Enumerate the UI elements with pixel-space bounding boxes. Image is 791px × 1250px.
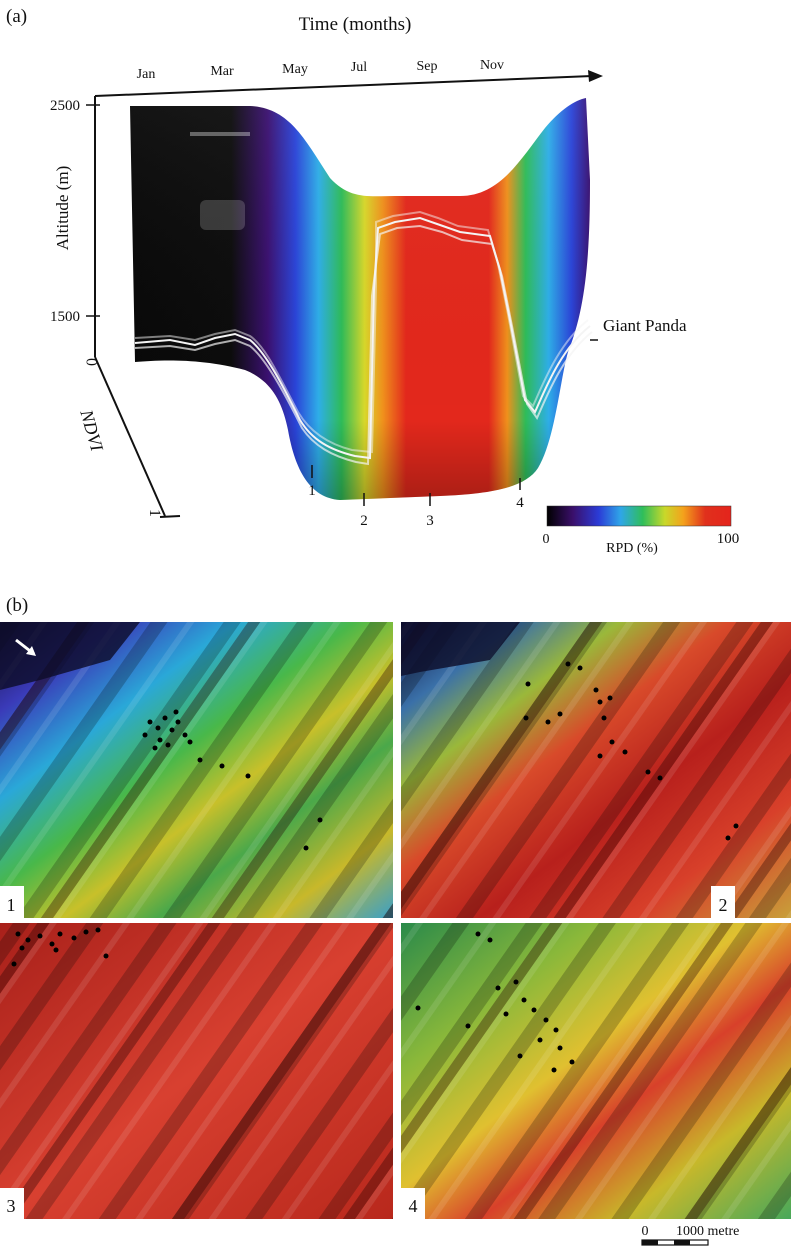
panel-b-label: (b): [6, 595, 28, 616]
colorbar-min-label: 0: [543, 532, 550, 547]
month-label: Mar: [210, 64, 234, 79]
trajectory-line: [134, 210, 589, 454]
ndvi-axis-line: [94, 356, 166, 517]
time-axis-title: Time (months): [299, 14, 412, 35]
series-label: Giant Panda: [603, 316, 687, 335]
colorbar-max-label: 100: [717, 531, 740, 547]
ndvi-tick: [159, 515, 181, 518]
panda-locations: [415, 931, 575, 1073]
north-arrow-icon: [15, 638, 36, 656]
scale-bar-segment: [642, 1240, 658, 1245]
month-label: Sep: [417, 59, 438, 74]
map-label-box: [401, 1188, 425, 1219]
marker-label: 4: [516, 495, 524, 511]
map-label: 3: [7, 1196, 16, 1216]
month-label: Jan: [137, 67, 156, 82]
dark-region: [401, 622, 520, 676]
scale-bar-segment: [674, 1240, 690, 1245]
map-panel-2: 2: [401, 622, 791, 918]
month-label: Jul: [351, 60, 367, 75]
panel-b: (b) 1: [0, 595, 791, 1246]
terrain-valleys: [401, 923, 791, 1219]
map-label: 4: [409, 1196, 418, 1216]
panda-locations: [142, 709, 323, 851]
map-panel-4: 4: [401, 923, 791, 1219]
scale-zero-label: 0: [642, 1224, 649, 1239]
trajectory-line: [134, 216, 591, 460]
month-label: Nov: [480, 58, 504, 73]
terrain-valleys: [401, 622, 791, 918]
map-panel-1: 1: [0, 622, 393, 918]
origin-label: 0: [84, 358, 101, 366]
season-markers: 1 2 3 4: [308, 465, 524, 529]
map-label: 2: [719, 895, 728, 915]
time-axis-arrowhead: [588, 70, 603, 82]
marker-label: 3: [426, 513, 434, 529]
surface-highlight: [190, 132, 250, 136]
map-label-box: [0, 886, 24, 918]
panda-trajectory: [134, 210, 593, 466]
map-label-box: [711, 886, 735, 918]
ndvi-axis-title: NDVI: [76, 406, 107, 454]
trajectory-line: [134, 224, 593, 466]
panel-a-label: (a): [6, 6, 27, 27]
map-label: 1: [7, 895, 16, 915]
month-label: May: [282, 62, 308, 77]
altitude-tick-label: 2500: [50, 98, 80, 114]
dark-region: [0, 622, 140, 690]
ndvi-tick-label: 1: [146, 509, 163, 517]
month-labels: Jan Mar May Jul Sep Nov: [137, 58, 504, 82]
colorbar-title: RPD (%): [606, 541, 658, 556]
surface-highlight: [200, 200, 245, 230]
marker-label: 1: [308, 483, 316, 499]
marker-label: 2: [360, 513, 368, 529]
surface-shading: [130, 98, 590, 500]
rpd-surface: [130, 98, 590, 500]
map-label-box: [0, 1188, 24, 1219]
scale-bar: 0 1000 metre: [641, 1224, 739, 1246]
panda-locations: [523, 661, 739, 841]
panel-a: (a) Time (months) Jan Mar May Jul Sep No…: [6, 6, 739, 556]
scale-label: 1000 metre: [676, 1224, 739, 1239]
terrain-valleys: [0, 923, 393, 1219]
colorbar-gradient: [546, 505, 732, 527]
map-panel-3: 3: [0, 923, 393, 1219]
altitude-tick-label: 1500: [50, 309, 80, 325]
altitude-axis-title: Altitude (m): [53, 166, 72, 251]
panda-locations: [11, 927, 109, 967]
time-axis-line: [94, 75, 593, 97]
rpd-colorbar: 0 RPD (%) 100: [543, 505, 740, 556]
